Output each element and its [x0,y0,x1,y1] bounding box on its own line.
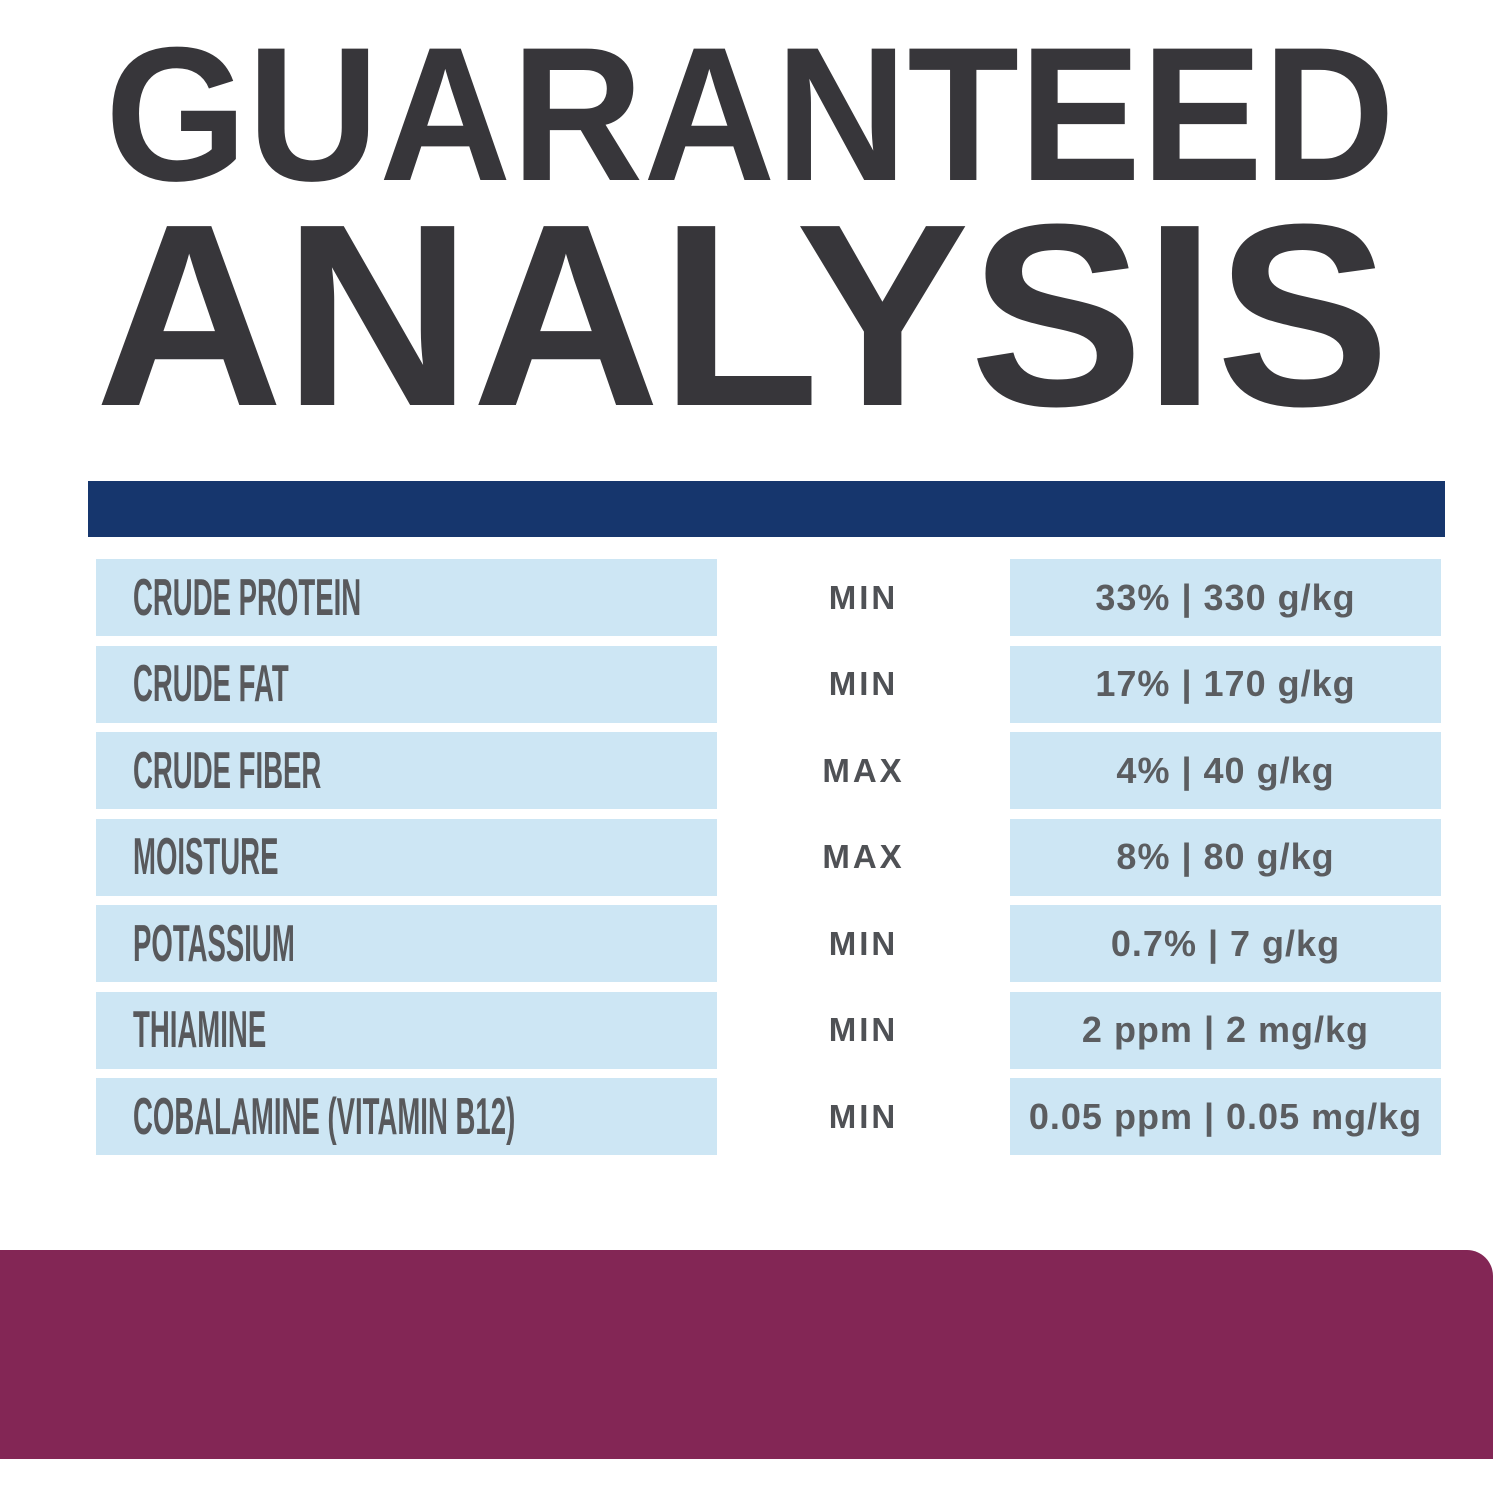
analysis-table: CRUDE PROTEIN MIN 33% | 330 g/kg CRUDE F… [0,559,1500,1155]
table-row: THIAMINE MIN 2 ppm | 2 mg/kg [0,991,1500,1069]
table-row: POTASSIUM MIN 0.7% | 7 g/kg [0,905,1500,982]
value-cell: 4% | 40 g/kg [1010,732,1441,809]
value-cell: 8% | 80 g/kg [1010,818,1441,896]
value-text: 0.7% | 7 g/kg [1110,922,1341,964]
value-text: 17% | 170 g/kg [1095,663,1356,704]
value-text: 33% | 330 g/kg [1095,576,1356,618]
value-cell: 0.05 ppm | 0.05 mg/kg [1010,1078,1441,1155]
minmax-qualifier: MIN [828,578,899,616]
value-text: 4% | 40 g/kg [1116,749,1335,791]
minmax-qualifier: MAX [822,751,905,789]
nutrient-label: CRUDE FAT [133,655,289,713]
nutrient-label: POTASSIUM [133,914,295,973]
value-cell: 33% | 330 g/kg [1010,559,1441,636]
nutrient-cell: CRUDE FIBER [96,732,717,809]
bottom-brand-band [0,1250,1493,1459]
value-text: 0.05 ppm | 0.05 mg/kg [1028,1095,1423,1137]
nutrient-label: CRUDE FIBER [133,741,322,800]
minmax-qualifier: MIN [828,924,899,962]
value-cell: 0.7% | 7 g/kg [1010,905,1441,982]
nutrient-cell: CRUDE FAT [96,645,717,723]
nutrient-cell: CRUDE PROTEIN [96,559,717,636]
nutrient-cell: COBALAMINE (VITAMIN B12) [96,1078,717,1155]
navy-divider-bar [88,481,1445,537]
table-row: MOISTURE MAX 8% | 80 g/kg [0,818,1500,896]
table-row: COBALAMINE (VITAMIN B12) MIN 0.05 ppm | … [0,1078,1500,1155]
nutrient-label: THIAMINE [133,1001,267,1059]
value-text: 2 ppm | 2 mg/kg [1081,1009,1370,1050]
value-cell: 17% | 170 g/kg [1010,645,1441,723]
page-title: GUARANTEED ANALYSIS [95,8,1395,430]
page-title-line-1: GUARANTEED [105,8,1395,221]
page-title-line-2: ANALYSIS [95,171,1390,430]
value-cell: 2 ppm | 2 mg/kg [1010,991,1441,1069]
minmax-qualifier: MIN [828,1097,899,1135]
nutrient-cell: POTASSIUM [96,905,717,982]
table-row: CRUDE FAT MIN 17% | 170 g/kg [0,645,1500,723]
nutrient-cell: THIAMINE [96,991,717,1069]
nutrient-cell: MOISTURE [96,818,717,896]
nutrient-label: MOISTURE [133,828,279,886]
nutrient-label: COBALAMINE (VITAMIN B12) [133,1087,516,1146]
table-row: CRUDE FIBER MAX 4% | 40 g/kg [0,732,1500,809]
minmax-qualifier: MAX [822,838,905,875]
nutrient-label: CRUDE PROTEIN [133,568,362,627]
minmax-qualifier: MIN [828,1011,899,1048]
table-row: CRUDE PROTEIN MIN 33% | 330 g/kg [0,559,1500,636]
minmax-qualifier: MIN [828,665,899,702]
value-text: 8% | 80 g/kg [1116,836,1335,877]
